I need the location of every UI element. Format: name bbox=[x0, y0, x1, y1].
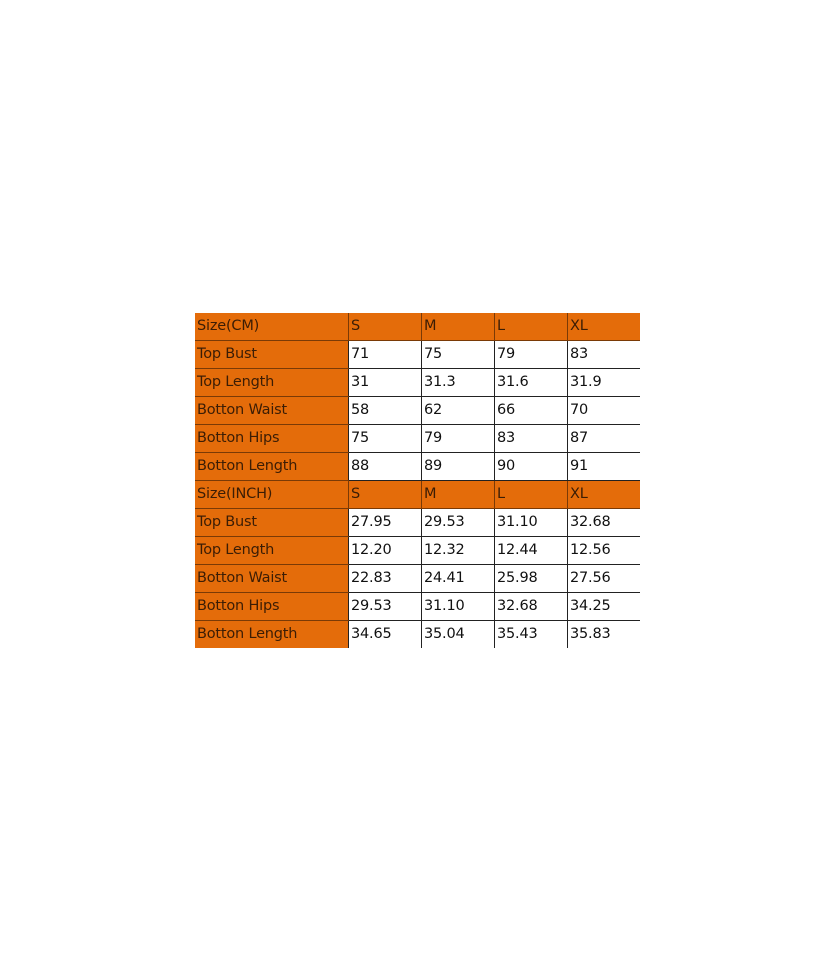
measurement-value-cell: 12.56 bbox=[567, 536, 640, 565]
measurement-value-cell: 58 bbox=[348, 396, 422, 425]
measurement-value-cell: 29.53 bbox=[348, 592, 422, 621]
size-chart-table: Size(CM) S M L XL Top Bust 71 75 79 83 Top Length 3… bbox=[195, 313, 640, 648]
measurement-label-cell: Botton Hips bbox=[195, 592, 349, 621]
section-header-row: Size(CM) S M L XL bbox=[195, 313, 640, 341]
measurement-label-cell: Botton Length bbox=[195, 452, 349, 481]
table-row: Botton Length 34.65 35.04 35.43 35.83 bbox=[195, 620, 640, 648]
measurement-value-cell: 83 bbox=[494, 424, 568, 453]
measurement-value-cell: 31.10 bbox=[421, 592, 495, 621]
measurement-value-cell: 29.53 bbox=[421, 508, 495, 537]
size-header-cell: S bbox=[348, 313, 422, 341]
table-row: Top Length 31 31.3 31.6 31.9 bbox=[195, 368, 640, 397]
size-header-cell: XL bbox=[567, 480, 640, 509]
table-row: Botton Length 88 89 90 91 bbox=[195, 452, 640, 481]
size-header-cell: M bbox=[421, 313, 495, 341]
measurement-label-cell: Top Length bbox=[195, 368, 349, 397]
measurement-value-cell: 35.43 bbox=[494, 620, 568, 648]
measurement-value-cell: 34.25 bbox=[567, 592, 640, 621]
measurement-value-cell: 12.20 bbox=[348, 536, 422, 565]
measurement-label-cell: Botton Hips bbox=[195, 424, 349, 453]
measurement-label-cell: Botton Waist bbox=[195, 396, 349, 425]
measurement-value-cell: 88 bbox=[348, 452, 422, 481]
measurement-value-cell: 12.32 bbox=[421, 536, 495, 565]
measurement-label-cell: Botton Waist bbox=[195, 564, 349, 593]
size-header-cell: XL bbox=[567, 313, 640, 341]
size-chart-body: Size(CM) S M L XL Top Bust 71 75 79 83 Top Length 3… bbox=[195, 313, 640, 648]
table-row: Botton Hips 75 79 83 87 bbox=[195, 424, 640, 453]
measurement-value-cell: 31 bbox=[348, 368, 422, 397]
measurement-value-cell: 22.83 bbox=[348, 564, 422, 593]
measurement-value-cell: 83 bbox=[567, 340, 640, 369]
measurement-value-cell: 35.04 bbox=[421, 620, 495, 648]
measurement-value-cell: 32.68 bbox=[567, 508, 640, 537]
measurement-value-cell: 75 bbox=[348, 424, 422, 453]
size-header-cell: L bbox=[494, 313, 568, 341]
unit-header-cell: Size(CM) bbox=[195, 313, 349, 341]
measurement-value-cell: 24.41 bbox=[421, 564, 495, 593]
section-header-row: Size(INCH) S M L XL bbox=[195, 480, 640, 509]
measurement-value-cell: 79 bbox=[494, 340, 568, 369]
measurement-label-cell: Botton Length bbox=[195, 620, 349, 648]
unit-header-cell: Size(INCH) bbox=[195, 480, 349, 509]
table-row: Botton Hips 29.53 31.10 32.68 34.25 bbox=[195, 592, 640, 621]
table-row: Botton Waist 22.83 24.41 25.98 27.56 bbox=[195, 564, 640, 593]
size-header-cell: M bbox=[421, 480, 495, 509]
measurement-value-cell: 34.65 bbox=[348, 620, 422, 648]
measurement-value-cell: 70 bbox=[567, 396, 640, 425]
measurement-value-cell: 66 bbox=[494, 396, 568, 425]
table-row: Top Bust 27.95 29.53 31.10 32.68 bbox=[195, 508, 640, 537]
measurement-value-cell: 35.83 bbox=[567, 620, 640, 648]
measurement-label-cell: Top Length bbox=[195, 536, 349, 565]
measurement-value-cell: 31.9 bbox=[567, 368, 640, 397]
size-header-cell: S bbox=[348, 480, 422, 509]
measurement-value-cell: 79 bbox=[421, 424, 495, 453]
measurement-value-cell: 89 bbox=[421, 452, 495, 481]
measurement-value-cell: 25.98 bbox=[494, 564, 568, 593]
measurement-label-cell: Top Bust bbox=[195, 508, 349, 537]
measurement-value-cell: 27.95 bbox=[348, 508, 422, 537]
measurement-value-cell: 32.68 bbox=[494, 592, 568, 621]
measurement-value-cell: 31.6 bbox=[494, 368, 568, 397]
measurement-value-cell: 31.10 bbox=[494, 508, 568, 537]
table-row: Top Length 12.20 12.32 12.44 12.56 bbox=[195, 536, 640, 565]
measurement-label-cell: Top Bust bbox=[195, 340, 349, 369]
measurement-value-cell: 27.56 bbox=[567, 564, 640, 593]
measurement-value-cell: 75 bbox=[421, 340, 495, 369]
measurement-value-cell: 12.44 bbox=[494, 536, 568, 565]
measurement-value-cell: 31.3 bbox=[421, 368, 495, 397]
measurement-value-cell: 87 bbox=[567, 424, 640, 453]
measurement-value-cell: 62 bbox=[421, 396, 495, 425]
table-row: Botton Waist 58 62 66 70 bbox=[195, 396, 640, 425]
measurement-value-cell: 91 bbox=[567, 452, 640, 481]
size-header-cell: L bbox=[494, 480, 568, 509]
measurement-value-cell: 71 bbox=[348, 340, 422, 369]
table-row: Top Bust 71 75 79 83 bbox=[195, 340, 640, 369]
measurement-value-cell: 90 bbox=[494, 452, 568, 481]
